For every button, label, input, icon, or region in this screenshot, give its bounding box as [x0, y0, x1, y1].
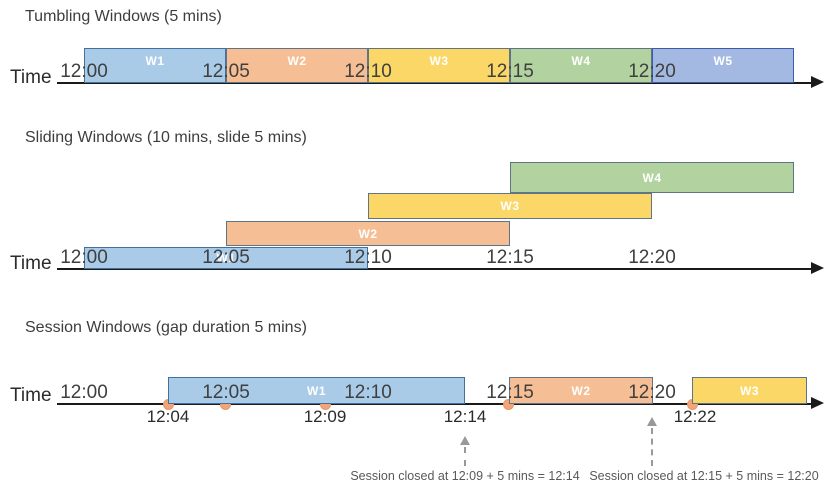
axis-tick-sliding-12-10: 12:10: [344, 247, 392, 268]
time-axis-session: [57, 403, 811, 405]
window-label: W5: [713, 54, 733, 68]
axis-tick-session-12-10: 12:10: [344, 382, 392, 403]
window-label: W1: [307, 383, 326, 398]
sliding-section-title: Sliding Windows (10 mins, slide 5 mins): [25, 129, 307, 146]
window-session-w1: W1: [168, 377, 465, 404]
event-time-label-12-22: 12:22: [673, 407, 717, 426]
annotation-arrowhead-icon: [460, 436, 470, 445]
annotation-arrowhead-icon: [647, 417, 657, 426]
window-label: W3: [740, 383, 759, 398]
axis-tick-tumbling-12-10: 12:10: [344, 61, 392, 82]
window-label: W4: [642, 170, 662, 185]
time-axis-arrowhead-session: [811, 397, 824, 409]
window-tumbling-w5: W5: [652, 48, 794, 83]
time-axis-arrowhead-sliding: [811, 262, 824, 274]
axis-tick-session-12-15: 12:15: [486, 382, 534, 403]
window-label: W3: [500, 199, 520, 213]
window-sliding-w3: W3: [368, 193, 652, 219]
axis-tick-session-12-05: 12:05: [202, 382, 250, 403]
window-tumbling-w1: W1: [84, 48, 226, 83]
axis-tick-tumbling-12-20: 12:20: [628, 61, 676, 82]
window-label: W2: [358, 226, 378, 241]
tumbling-section-title: Tumbling Windows (5 mins): [25, 8, 222, 25]
session-section-title: Session Windows (gap duration 5 mins): [25, 319, 307, 336]
window-sliding-w2: W2: [226, 221, 510, 246]
session-close-annotation: Session closed at 12:09 + 5 mins = 12:14: [350, 469, 580, 483]
annotation-dashed-line: [464, 447, 466, 466]
window-tumbling-w3: W3: [368, 48, 510, 83]
time-axis-caption-tumbling: Time: [10, 67, 52, 88]
time-axis-caption-session: Time: [10, 385, 52, 406]
window-label: W2: [287, 54, 307, 68]
event-time-label-12-09: 12:09: [303, 407, 347, 426]
window-label: W1: [145, 54, 165, 68]
axis-tick-sliding-12-00: 12:00: [60, 247, 108, 268]
window-sliding-w4: W4: [510, 162, 794, 193]
window-label: W1: [216, 251, 236, 265]
event-time-label-12-14: 12:14: [443, 407, 487, 426]
window-sliding-w1: W1: [84, 247, 368, 269]
axis-tick-session-12-20: 12:20: [628, 382, 676, 403]
axis-tick-sliding-12-05: 12:05: [202, 247, 250, 268]
window-label: W3: [429, 54, 449, 68]
time-axis-sliding: [57, 268, 811, 270]
axis-tick-sliding-12-15: 12:15: [486, 247, 534, 268]
axis-tick-tumbling-12-15: 12:15: [486, 61, 534, 82]
axis-tick-session-12-00: 12:00: [60, 382, 108, 403]
axis-tick-sliding-12-20: 12:20: [628, 247, 676, 268]
window-tumbling-w4: W4: [510, 48, 652, 83]
window-session-w2: W2: [509, 377, 653, 404]
time-axis-tumbling: [57, 82, 811, 84]
event-dot-12-15: [502, 398, 514, 410]
axis-tick-tumbling-12-00: 12:00: [60, 61, 108, 82]
time-axis-arrowhead-tumbling: [811, 76, 824, 88]
window-tumbling-w2: W2: [226, 48, 368, 83]
session-close-annotation: Session closed at 12:15 + 5 mins = 12:20: [589, 469, 819, 483]
window-label: W4: [571, 54, 591, 68]
axis-tick-tumbling-12-05: 12:05: [202, 61, 250, 82]
annotation-dashed-line: [651, 428, 653, 466]
window-label: W2: [571, 383, 591, 398]
window-session-w3: W3: [692, 377, 807, 404]
event-time-label-12-04: 12:04: [146, 407, 190, 426]
time-axis-caption-sliding: Time: [10, 253, 52, 274]
